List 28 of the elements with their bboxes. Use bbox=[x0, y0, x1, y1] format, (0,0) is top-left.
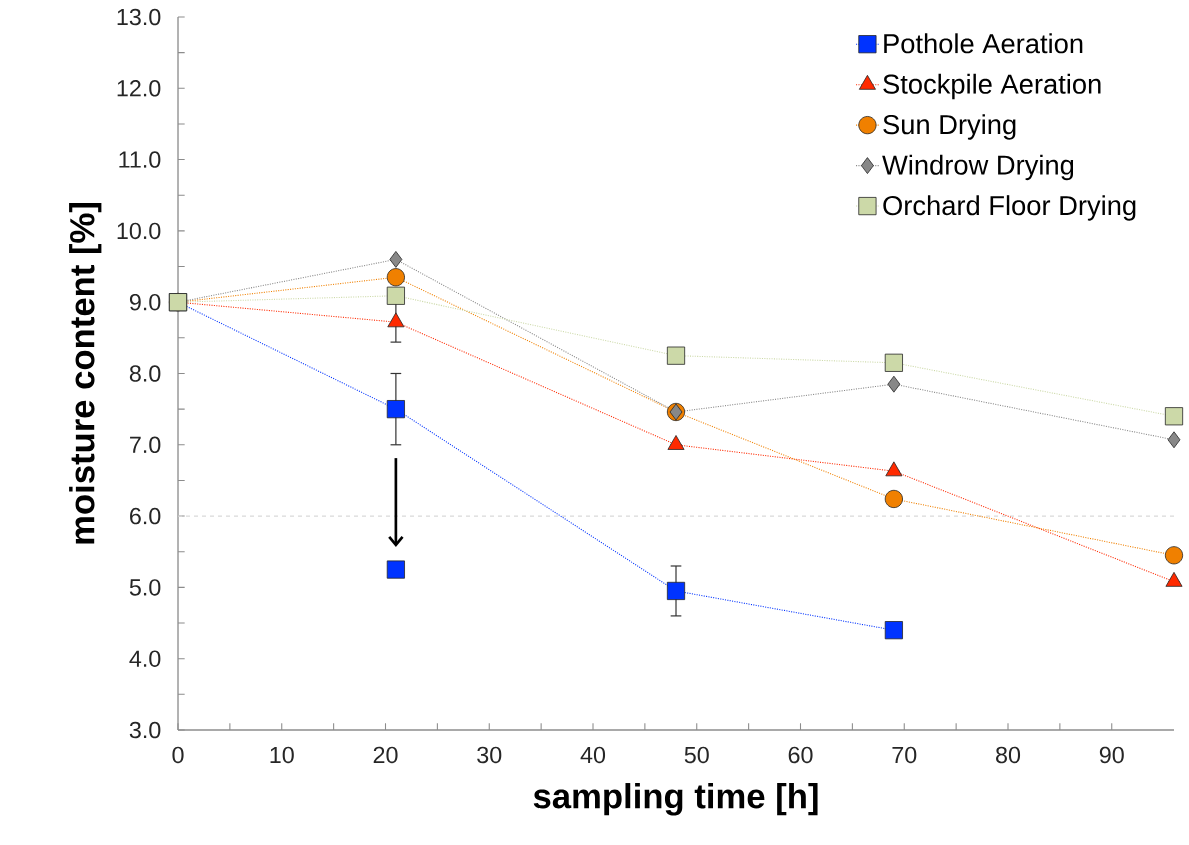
y-tick-label: 6.0 bbox=[130, 507, 161, 525]
x-tick-label: 50 bbox=[684, 746, 709, 764]
x-tick-label: 40 bbox=[580, 746, 606, 764]
x-tick-label: 60 bbox=[788, 746, 813, 764]
y-tick-label: 13.0 bbox=[117, 8, 161, 26]
legend-label: Sun Drying bbox=[883, 114, 1016, 140]
legend-label: Orchard Floor Drying bbox=[883, 195, 1136, 221]
x-tick-label: 80 bbox=[996, 746, 1021, 764]
y-tick-label: 12.0 bbox=[117, 80, 161, 97]
x-tick-label: 20 bbox=[373, 746, 398, 764]
y-tick-label: 4.0 bbox=[129, 650, 161, 667]
x-tick-label: 30 bbox=[477, 746, 502, 764]
x-tick-label: 90 bbox=[1099, 746, 1124, 764]
x-tick-label: 70 bbox=[892, 746, 917, 764]
y-tick-label: 11.0 bbox=[119, 151, 161, 168]
x-axis-title: sampling time [h] bbox=[533, 783, 818, 816]
x-tick-label: 10 bbox=[270, 746, 294, 764]
y-axis-title: moisture content [%] bbox=[69, 203, 102, 544]
legend-label: Pothole Aeration bbox=[884, 33, 1083, 54]
y-tick-label: 10.0 bbox=[117, 222, 161, 240]
y-tick-label: 5.0 bbox=[129, 579, 161, 596]
y-tick-label: 7.0 bbox=[130, 436, 161, 454]
y-tick-label: 8.0 bbox=[129, 365, 161, 382]
x-tick-label: 0 bbox=[172, 746, 184, 764]
legend-label: Windrow Drying bbox=[882, 154, 1074, 181]
legend-label: Stockpile Aeration bbox=[883, 73, 1101, 100]
y-tick-label: 3.0 bbox=[129, 721, 161, 739]
y-tick-label: 9.0 bbox=[129, 293, 161, 311]
